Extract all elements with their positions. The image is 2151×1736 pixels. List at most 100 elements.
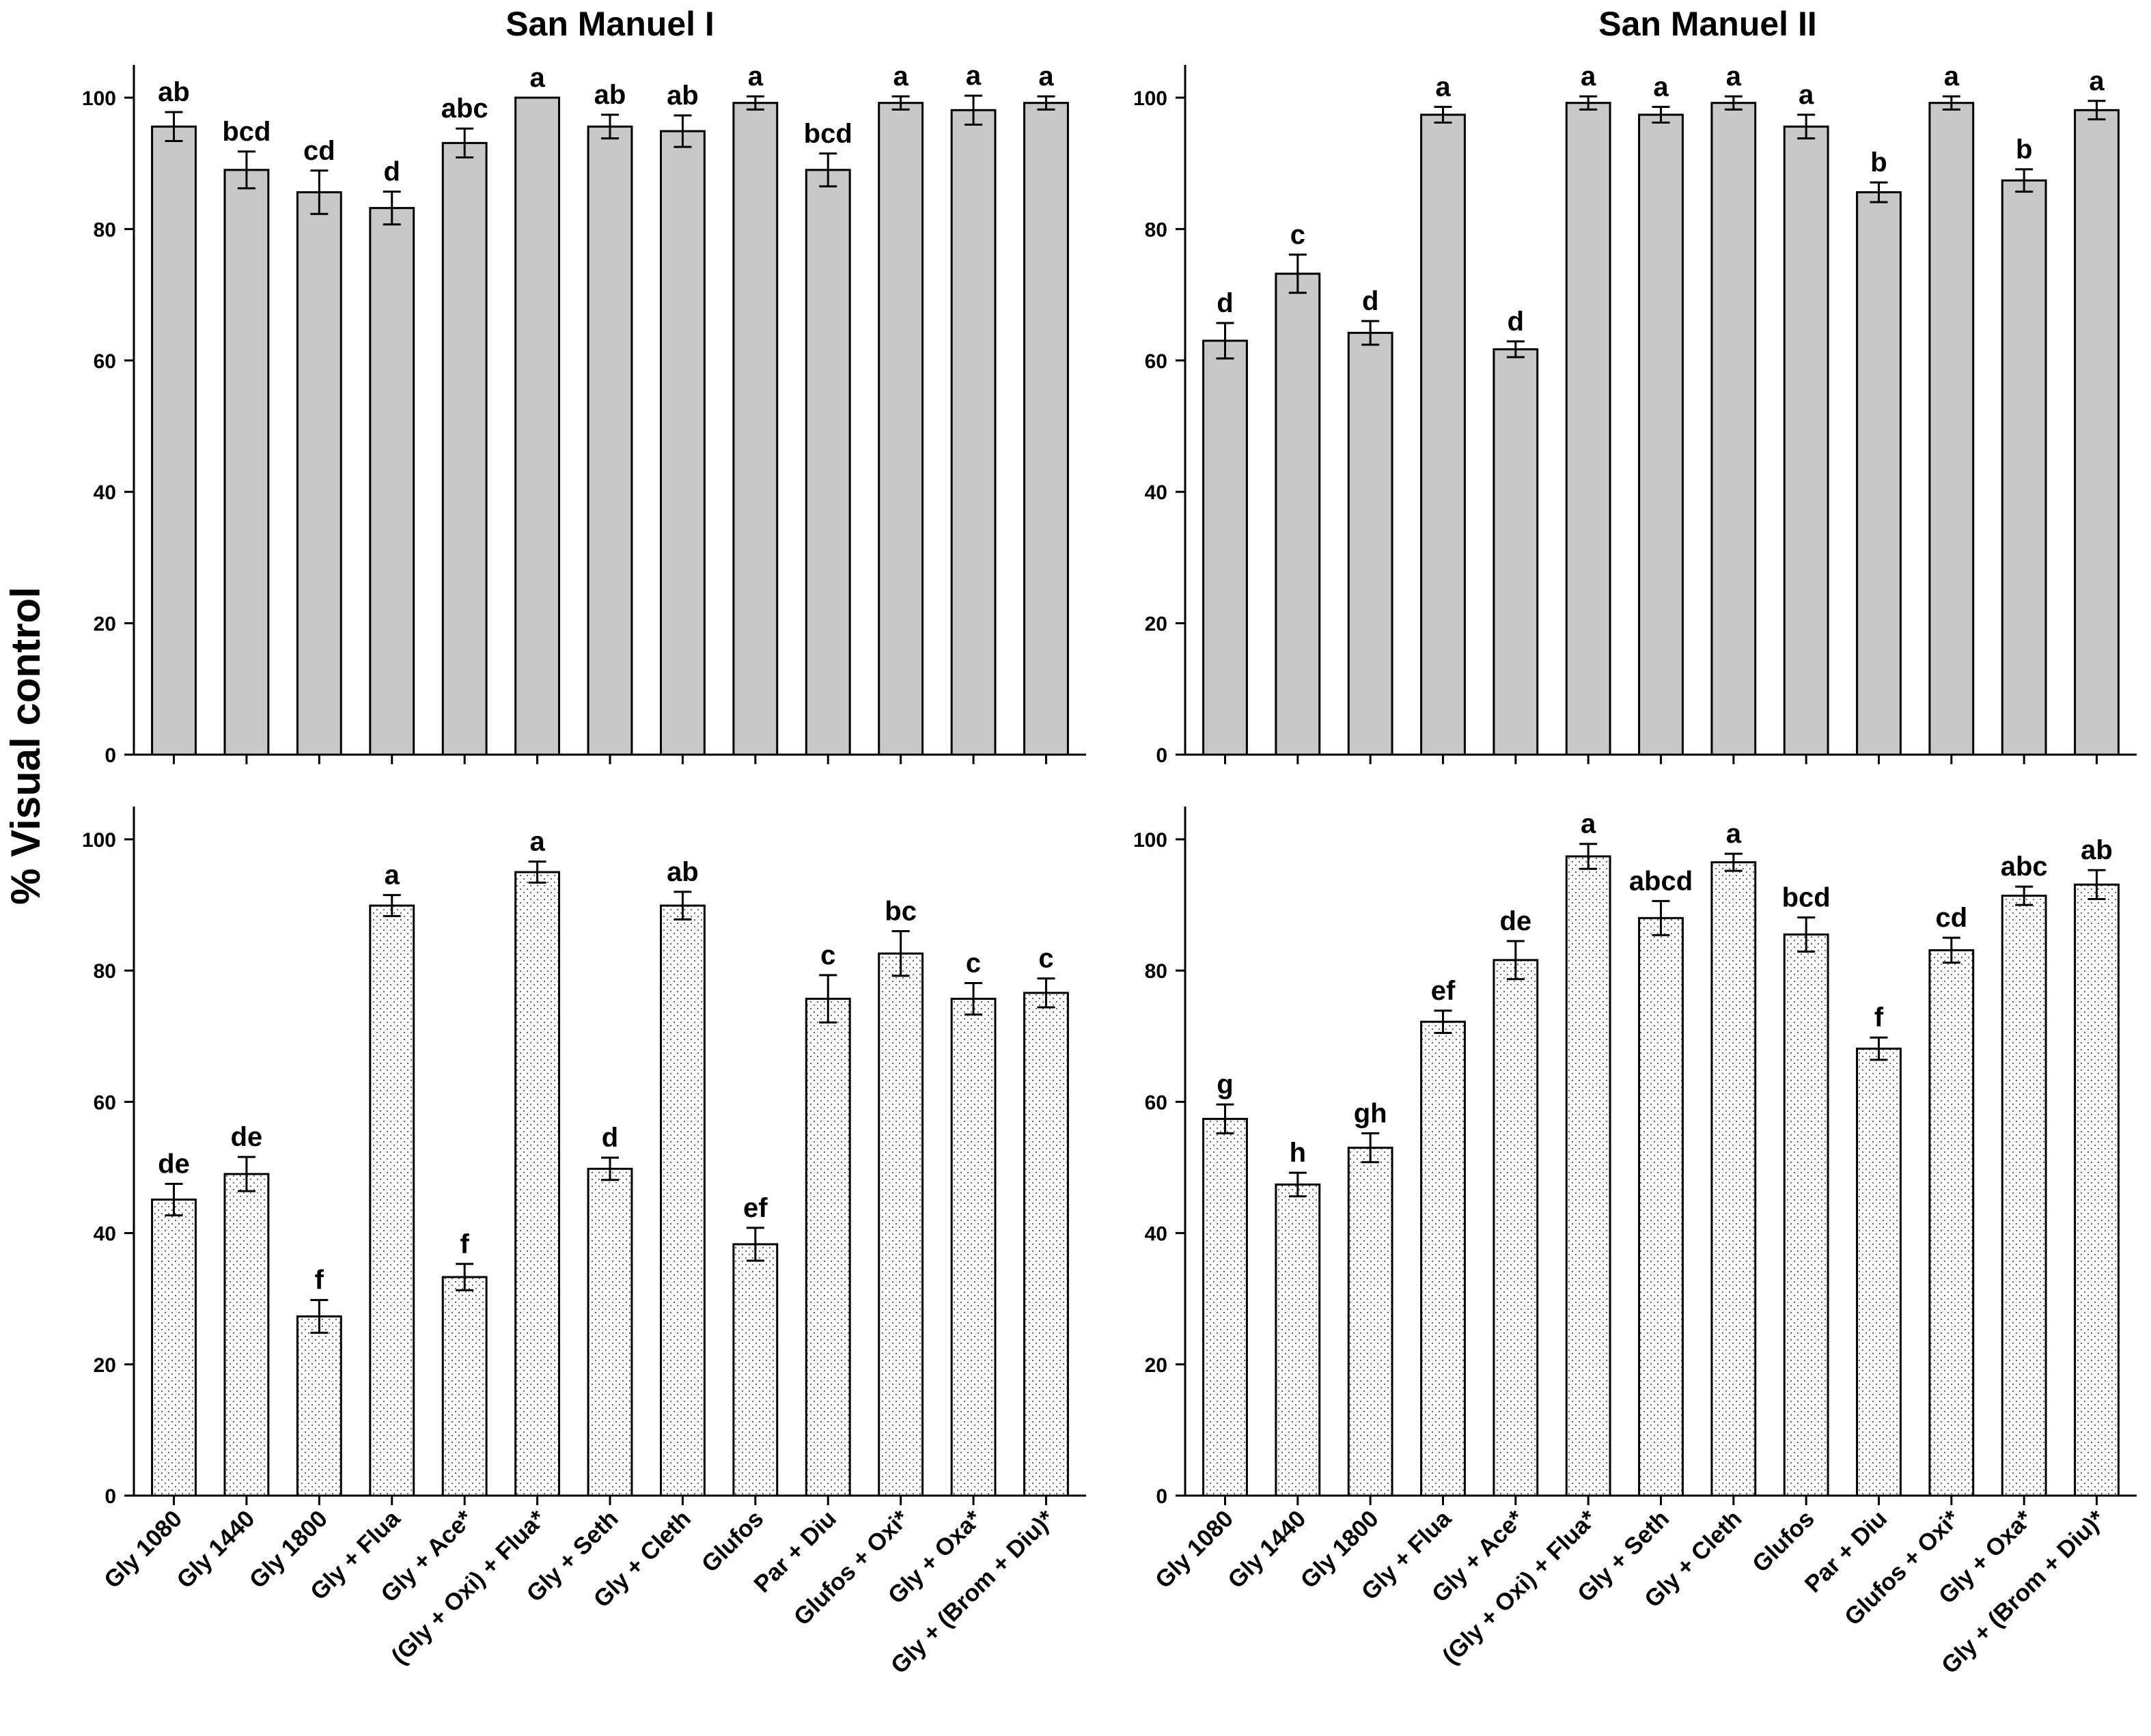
bar: [1710, 861, 1757, 1497]
bar: [1565, 102, 1611, 756]
significance-letter: b: [2016, 135, 2032, 165]
bar: [1928, 949, 1975, 1497]
significance-letter: d: [384, 157, 400, 187]
significance-letter: ef: [743, 1193, 768, 1223]
bar: [659, 904, 706, 1497]
bar: [1856, 1048, 1902, 1497]
bar: [805, 169, 851, 756]
y-tick-label: 80: [1145, 960, 1167, 983]
significance-letter: f: [315, 1265, 324, 1296]
significance-letter: d: [1362, 286, 1378, 316]
bar: [1347, 331, 1393, 756]
bar: [151, 1199, 197, 1497]
y-tick-label: 100: [1133, 829, 1167, 852]
significance-letter: a: [1726, 61, 1742, 92]
bar: [1710, 102, 1757, 756]
y-tick-label: 100: [1133, 87, 1167, 110]
y-tick-label: 20: [94, 1354, 116, 1377]
category-label: Gly 1440: [1223, 1505, 1311, 1593]
bar: [369, 207, 415, 756]
y-tick-label: 60: [94, 350, 116, 373]
significance-letter: ab: [594, 80, 626, 110]
significance-letter: abc: [441, 94, 488, 124]
significance-letter: f: [1874, 1003, 1884, 1033]
bar: [514, 871, 561, 1497]
bar: [1493, 959, 1539, 1497]
bar: [223, 1173, 270, 1497]
category-label: Glufos: [697, 1505, 769, 1578]
significance-letter: a: [748, 61, 764, 92]
significance-letter: c: [1290, 220, 1305, 250]
category-label: Glufos: [1747, 1505, 1820, 1578]
bar: [1856, 191, 1902, 756]
bar: [1783, 933, 1829, 1497]
bar: [732, 102, 779, 756]
bar: [369, 904, 415, 1497]
y-tick-label: 60: [94, 1091, 116, 1114]
significance-letter: a: [1581, 61, 1596, 92]
bar: [1638, 113, 1684, 756]
significance-letter: ab: [158, 77, 190, 107]
significance-letter: cd: [1935, 903, 1967, 933]
significance-letter: a: [1038, 61, 1054, 92]
significance-letter: a: [529, 63, 545, 93]
bar: [1023, 992, 1069, 1497]
bar: [2074, 883, 2120, 1497]
bar: [1275, 1183, 1321, 1497]
bar: [1347, 1147, 1393, 1497]
significance-letter: a: [1581, 809, 1596, 839]
significance-letter: bc: [885, 897, 917, 927]
significance-letter: d: [602, 1123, 618, 1153]
bar: [805, 998, 851, 1497]
category-label: Gly 1080: [1150, 1505, 1238, 1593]
significance-letter: bcd: [222, 117, 270, 147]
bar: [587, 1167, 633, 1497]
bar: [2001, 179, 2047, 756]
y-tick-label: 0: [105, 1485, 116, 1508]
significance-letter: a: [1944, 61, 1960, 92]
bar: [732, 1243, 779, 1497]
y-tick-label: 60: [1145, 350, 1167, 373]
bar: [1420, 1020, 1466, 1497]
y-tick-label: 80: [94, 960, 116, 983]
category-label: Gly 1080: [99, 1505, 187, 1593]
significance-letter: a: [1799, 80, 1814, 110]
y-tick-label: 40: [1145, 481, 1167, 504]
significance-letter: c: [1038, 944, 1053, 974]
bar: [1638, 916, 1684, 1497]
significance-letter: gh: [1354, 1099, 1387, 1129]
bar: [878, 952, 924, 1497]
bar: [296, 191, 342, 756]
bar: [1493, 348, 1539, 756]
y-tick-label: 0: [1156, 744, 1167, 767]
bar: [878, 102, 924, 756]
bar: [1202, 1117, 1248, 1497]
significance-letter: a: [1653, 72, 1669, 102]
y-axis-label: % Visual control: [3, 587, 48, 905]
significance-letter: a: [893, 61, 909, 92]
significance-letter: d: [1217, 288, 1233, 318]
significance-letter: d: [1508, 307, 1524, 337]
significance-letter: de: [158, 1149, 190, 1179]
significance-letter: c: [820, 940, 835, 970]
y-tick-label: 20: [94, 613, 116, 636]
bar: [1783, 125, 1829, 756]
significance-letter: ab: [667, 81, 699, 111]
y-tick-label: 100: [82, 87, 116, 110]
bar: [2074, 109, 2120, 756]
significance-letter: bcd: [804, 119, 852, 149]
chart-title: San Manuel I: [505, 5, 714, 43]
chart-title: San Manuel II: [1598, 5, 1817, 43]
y-tick-label: 20: [1145, 613, 1167, 636]
y-tick-label: 60: [1145, 1091, 1167, 1114]
bar: [441, 1276, 488, 1497]
significance-letter: h: [1290, 1138, 1306, 1168]
y-tick-label: 40: [94, 481, 116, 504]
significance-letter: g: [1217, 1069, 1233, 1100]
bar: [1565, 855, 1611, 1497]
bar: [1275, 272, 1321, 756]
y-tick-label: 0: [1156, 1485, 1167, 1508]
